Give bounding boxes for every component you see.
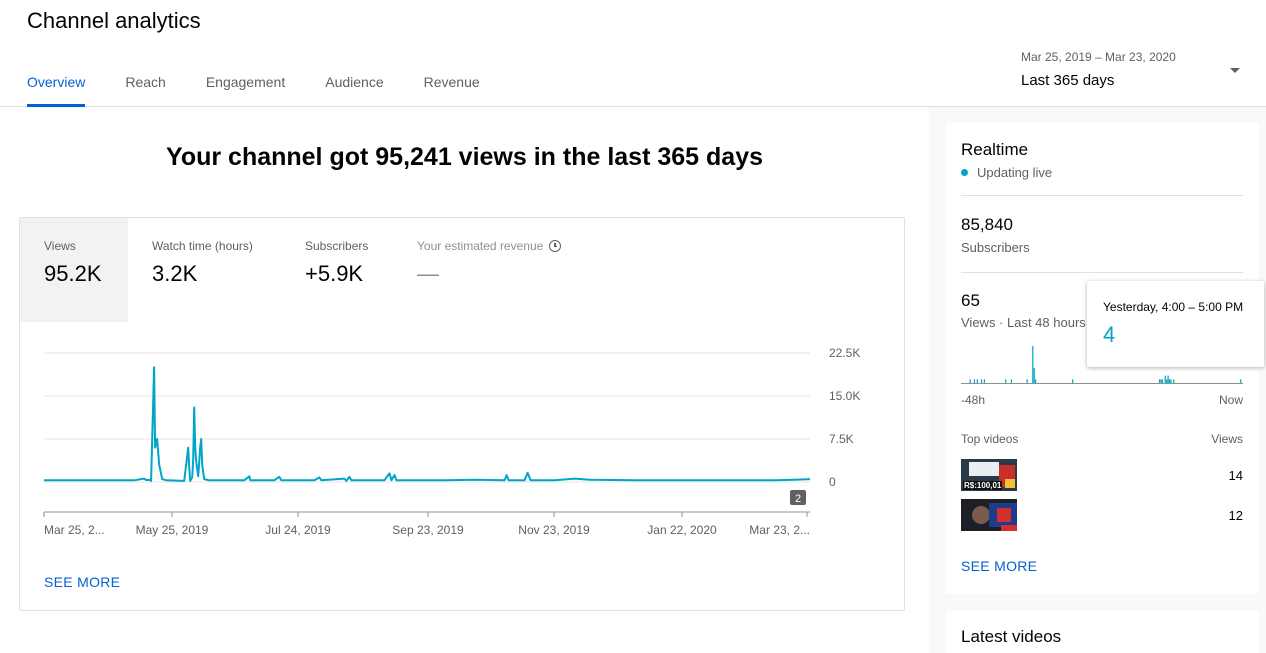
tab-engagement[interactable]: Engagement xyxy=(205,74,286,90)
tab-audience[interactable]: Audience xyxy=(325,74,384,90)
metric-value: 95.2K xyxy=(44,261,102,286)
realtime-title: Realtime xyxy=(961,140,1029,159)
metric-label-text: Your estimated revenue xyxy=(417,239,544,253)
realtime-bar[interactable] xyxy=(1026,379,1028,383)
realtime-bar-chart xyxy=(961,346,1243,384)
realtime-subscribers-value: 85,840 xyxy=(961,215,1013,234)
realtime-bar[interactable] xyxy=(1170,379,1172,383)
metric-views[interactable]: Views 95.2K xyxy=(20,218,128,322)
realtime-subscribers-label: Subscribers xyxy=(961,240,1030,255)
realtime-bar[interactable] xyxy=(1010,379,1013,383)
see-more-button[interactable]: SEE MORE xyxy=(44,574,121,590)
date-range-picker[interactable]: Mar 25, 2019 – Mar 23, 2020 Last 365 day… xyxy=(1021,50,1246,96)
realtime-bar[interactable] xyxy=(973,379,976,383)
realtime-bar[interactable] xyxy=(969,379,971,383)
realtime-views-label: Views · Last 48 hours xyxy=(961,315,1086,330)
headline: Your channel got 95,241 views in the las… xyxy=(166,143,763,171)
views-series-line xyxy=(43,366,811,482)
x-tick-label: Mar 23, 2... xyxy=(749,523,810,537)
realtime-bar[interactable] xyxy=(1032,346,1034,383)
realtime-bar[interactable] xyxy=(983,379,985,383)
realtime-tooltip: Yesterday, 4:00 – 5:00 PM 4 xyxy=(1087,281,1264,367)
clock-icon xyxy=(549,240,562,252)
realtime-bar[interactable] xyxy=(1072,379,1074,383)
metric-value: — xyxy=(417,261,439,286)
metric-watch-time[interactable]: Watch time (hours) 3.2K xyxy=(152,218,292,322)
divider xyxy=(961,272,1243,273)
views-column-label: Views xyxy=(1211,432,1243,446)
metric-label: Your estimated revenue xyxy=(417,239,597,253)
top-video-views: 12 xyxy=(1228,508,1243,523)
live-dot-icon xyxy=(961,169,968,176)
realtime-bar[interactable] xyxy=(1005,379,1007,383)
video-thumbnail[interactable] xyxy=(961,499,1017,531)
y-tick-label: 7.5K xyxy=(829,432,854,446)
realtime-status: Updating live xyxy=(961,165,1052,180)
tab-revenue[interactable]: Revenue xyxy=(423,74,480,90)
metric-estimated-revenue[interactable]: Your estimated revenue — xyxy=(417,218,597,322)
tooltip-value: 4 xyxy=(1103,322,1116,347)
y-tick-label: 15.0K xyxy=(829,389,860,403)
realtime-bar[interactable] xyxy=(1240,379,1242,383)
realtime-bar[interactable] xyxy=(1166,379,1168,383)
main-panel: Your channel got 95,241 views in the las… xyxy=(0,107,929,653)
annotation-badge-label: 2 xyxy=(795,493,801,505)
x-tick-label: Mar 25, 2... xyxy=(44,523,105,537)
metric-label: Views xyxy=(44,239,76,253)
top-video-row[interactable]: 12 xyxy=(961,499,1243,531)
metric-value: +5.9K xyxy=(305,261,364,286)
x-tick-label: May 25, 2019 xyxy=(136,523,209,537)
realtime-bar[interactable] xyxy=(1160,379,1162,383)
top-video-row[interactable]: R$:100,01 14 xyxy=(961,459,1243,491)
realtime-bar[interactable] xyxy=(1161,379,1164,383)
tab-reach[interactable]: Reach xyxy=(125,74,166,90)
x-tick-label: Nov 23, 2019 xyxy=(518,523,590,537)
tab-bar: Overview Reach Engagement Audience Reven… xyxy=(27,60,520,107)
realtime-see-more-button[interactable]: SEE MORE xyxy=(961,558,1038,574)
realtime-bar[interactable] xyxy=(1173,379,1175,383)
realtime-bar[interactable] xyxy=(1158,379,1161,383)
thumbnail-caption: R$:100,01 xyxy=(963,481,1003,490)
realtime-bar[interactable] xyxy=(1033,368,1035,383)
realtime-bar[interactable] xyxy=(1167,375,1169,383)
annotation-badge xyxy=(790,490,806,505)
realtime-status-text: Updating live xyxy=(977,165,1053,180)
metric-subscribers[interactable]: Subscribers +5.9K xyxy=(305,218,405,322)
latest-videos-title: Latest videos xyxy=(961,627,1062,646)
views-line-chart: 22.5K 15.0K 7.5K 0 Mar 25, 2... May 25, 2019 J… xyxy=(43,346,860,537)
x-tick-label: Sep 23, 2019 xyxy=(392,523,464,537)
video-thumbnail[interactable]: R$:100,01 xyxy=(961,459,1017,491)
metric-label: Watch time (hours) xyxy=(152,239,253,253)
realtime-axis-start: -48h xyxy=(961,393,986,407)
top-videos-label: Top videos xyxy=(961,432,1019,446)
caret-down-icon[interactable] xyxy=(1230,68,1240,73)
x-tick-label: Jul 24, 2019 xyxy=(265,523,331,537)
date-range-text: Mar 25, 2019 – Mar 23, 2020 xyxy=(1021,50,1176,64)
page-title: Channel analytics xyxy=(27,8,201,33)
realtime-bar[interactable] xyxy=(1035,379,1037,383)
tab-overview[interactable]: Overview xyxy=(27,60,86,107)
realtime-views-value: 65 xyxy=(961,291,980,310)
metric-value: 3.2K xyxy=(152,261,198,286)
y-tick-label: 0 xyxy=(829,475,836,489)
y-tick-label: 22.5K xyxy=(829,346,860,360)
realtime-bar[interactable] xyxy=(1164,375,1166,383)
realtime-bar[interactable] xyxy=(976,379,978,383)
realtime-bar[interactable] xyxy=(1168,379,1171,383)
date-range-label: Last 365 days xyxy=(1021,72,1115,89)
realtime-axis-end: Now xyxy=(1218,393,1243,407)
metric-label: Subscribers xyxy=(305,239,369,253)
latest-videos-card: Latest videos xyxy=(945,611,1259,653)
overview-chart-card: Views 95.2K Watch time (hours) 3.2K Subs… xyxy=(19,217,905,611)
header: Channel analytics Overview Reach Engagem… xyxy=(0,0,1266,107)
realtime-bar[interactable] xyxy=(980,379,983,383)
top-video-views: 14 xyxy=(1228,468,1243,483)
divider xyxy=(961,195,1243,196)
x-tick-label: Jan 22, 2020 xyxy=(647,523,717,537)
tooltip-time: Yesterday, 4:00 – 5:00 PM xyxy=(1103,300,1244,314)
